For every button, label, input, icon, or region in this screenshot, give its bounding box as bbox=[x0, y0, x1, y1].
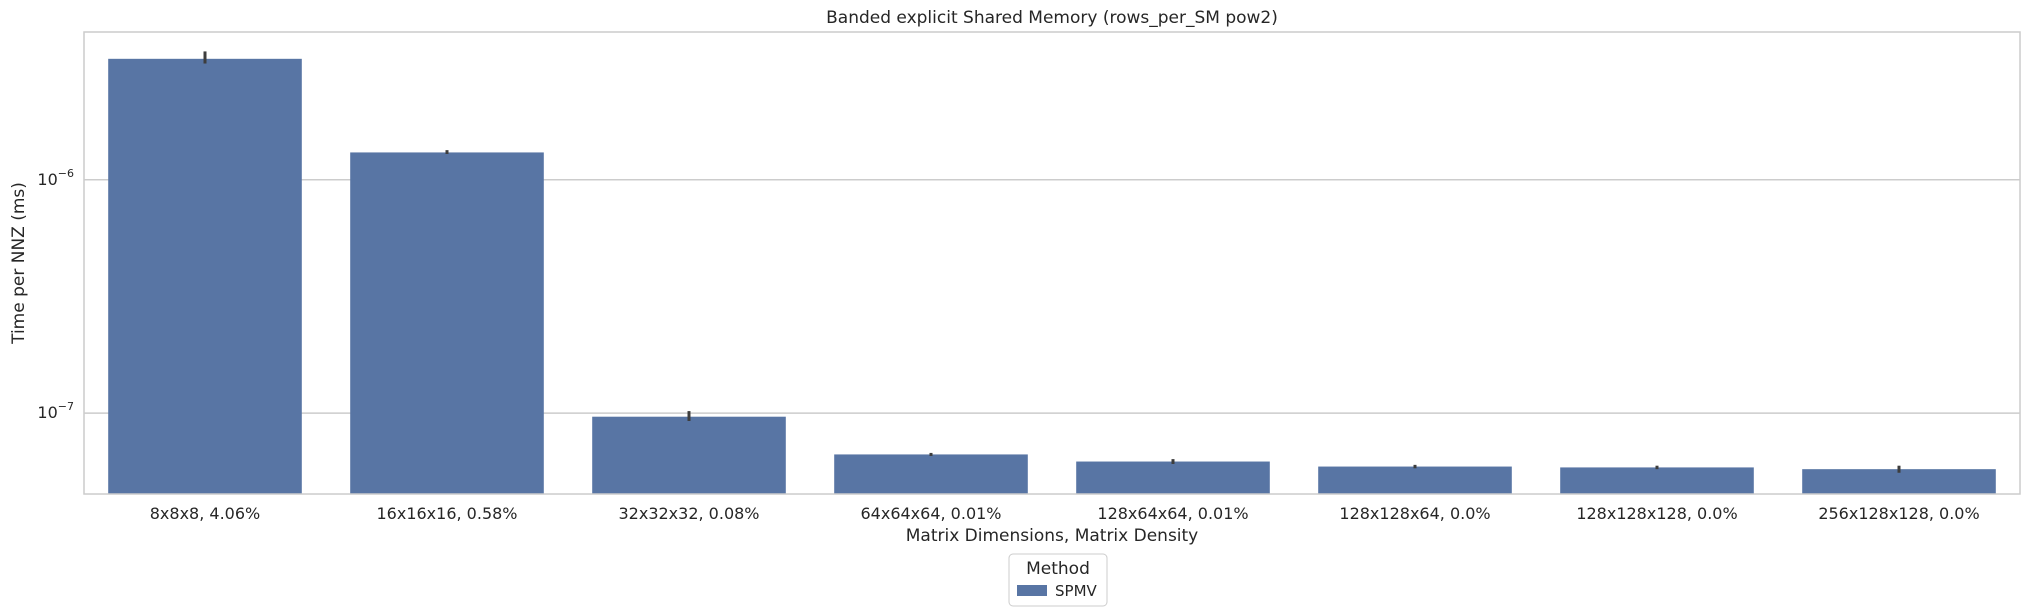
x-tick-label: 64x64x64, 0.01% bbox=[860, 504, 1001, 523]
x-tick-label: 8x8x8, 4.06% bbox=[150, 504, 260, 523]
x-tick-labels: 8x8x8, 4.06% 16x16x16, 0.58% 32x32x32, 0.0… bbox=[150, 504, 1980, 523]
x-tick-label: 32x32x32, 0.08% bbox=[618, 504, 759, 523]
y-tick-exponent: −6 bbox=[58, 167, 74, 180]
bar bbox=[1802, 469, 1996, 494]
y-tick-base: 10 bbox=[37, 403, 57, 422]
legend-label: SPMV bbox=[1055, 582, 1098, 600]
bar bbox=[834, 454, 1028, 494]
x-tick-label: 256x128x128, 0.0% bbox=[1818, 504, 1979, 523]
plot-frame bbox=[83, 31, 2021, 495]
x-axis-label: Matrix Dimensions, Matrix Density bbox=[906, 526, 1199, 546]
bar bbox=[1076, 461, 1270, 494]
bar bbox=[350, 152, 544, 495]
chart-title: Banded explicit Shared Memory (rows_per_… bbox=[826, 8, 1278, 28]
error-bars bbox=[203, 51, 1901, 473]
bar bbox=[592, 416, 786, 494]
legend: Method SPMV bbox=[1008, 553, 1108, 607]
bar bbox=[1318, 466, 1512, 494]
bar bbox=[1560, 467, 1754, 494]
y-tick-label: 10−7 bbox=[37, 400, 74, 422]
y-axis-label: Time per NNZ (ms) bbox=[9, 182, 29, 345]
legend-swatch bbox=[1017, 585, 1047, 596]
bars bbox=[108, 58, 1996, 495]
x-tick-label: 128x64x64, 0.01% bbox=[1097, 504, 1248, 523]
y-tick-base: 10 bbox=[37, 170, 57, 189]
y-tick-exponent: −7 bbox=[58, 400, 74, 413]
legend-title: Method bbox=[1026, 559, 1090, 579]
y-tick-labels: 10−710−6 bbox=[37, 167, 74, 422]
x-tick-label: 16x16x16, 0.58% bbox=[376, 504, 517, 523]
x-tick-label: 128x128x128, 0.0% bbox=[1576, 504, 1737, 523]
bar bbox=[108, 58, 302, 495]
y-tick-label: 10−6 bbox=[37, 167, 74, 189]
x-tick-label: 128x128x64, 0.0% bbox=[1339, 504, 1490, 523]
